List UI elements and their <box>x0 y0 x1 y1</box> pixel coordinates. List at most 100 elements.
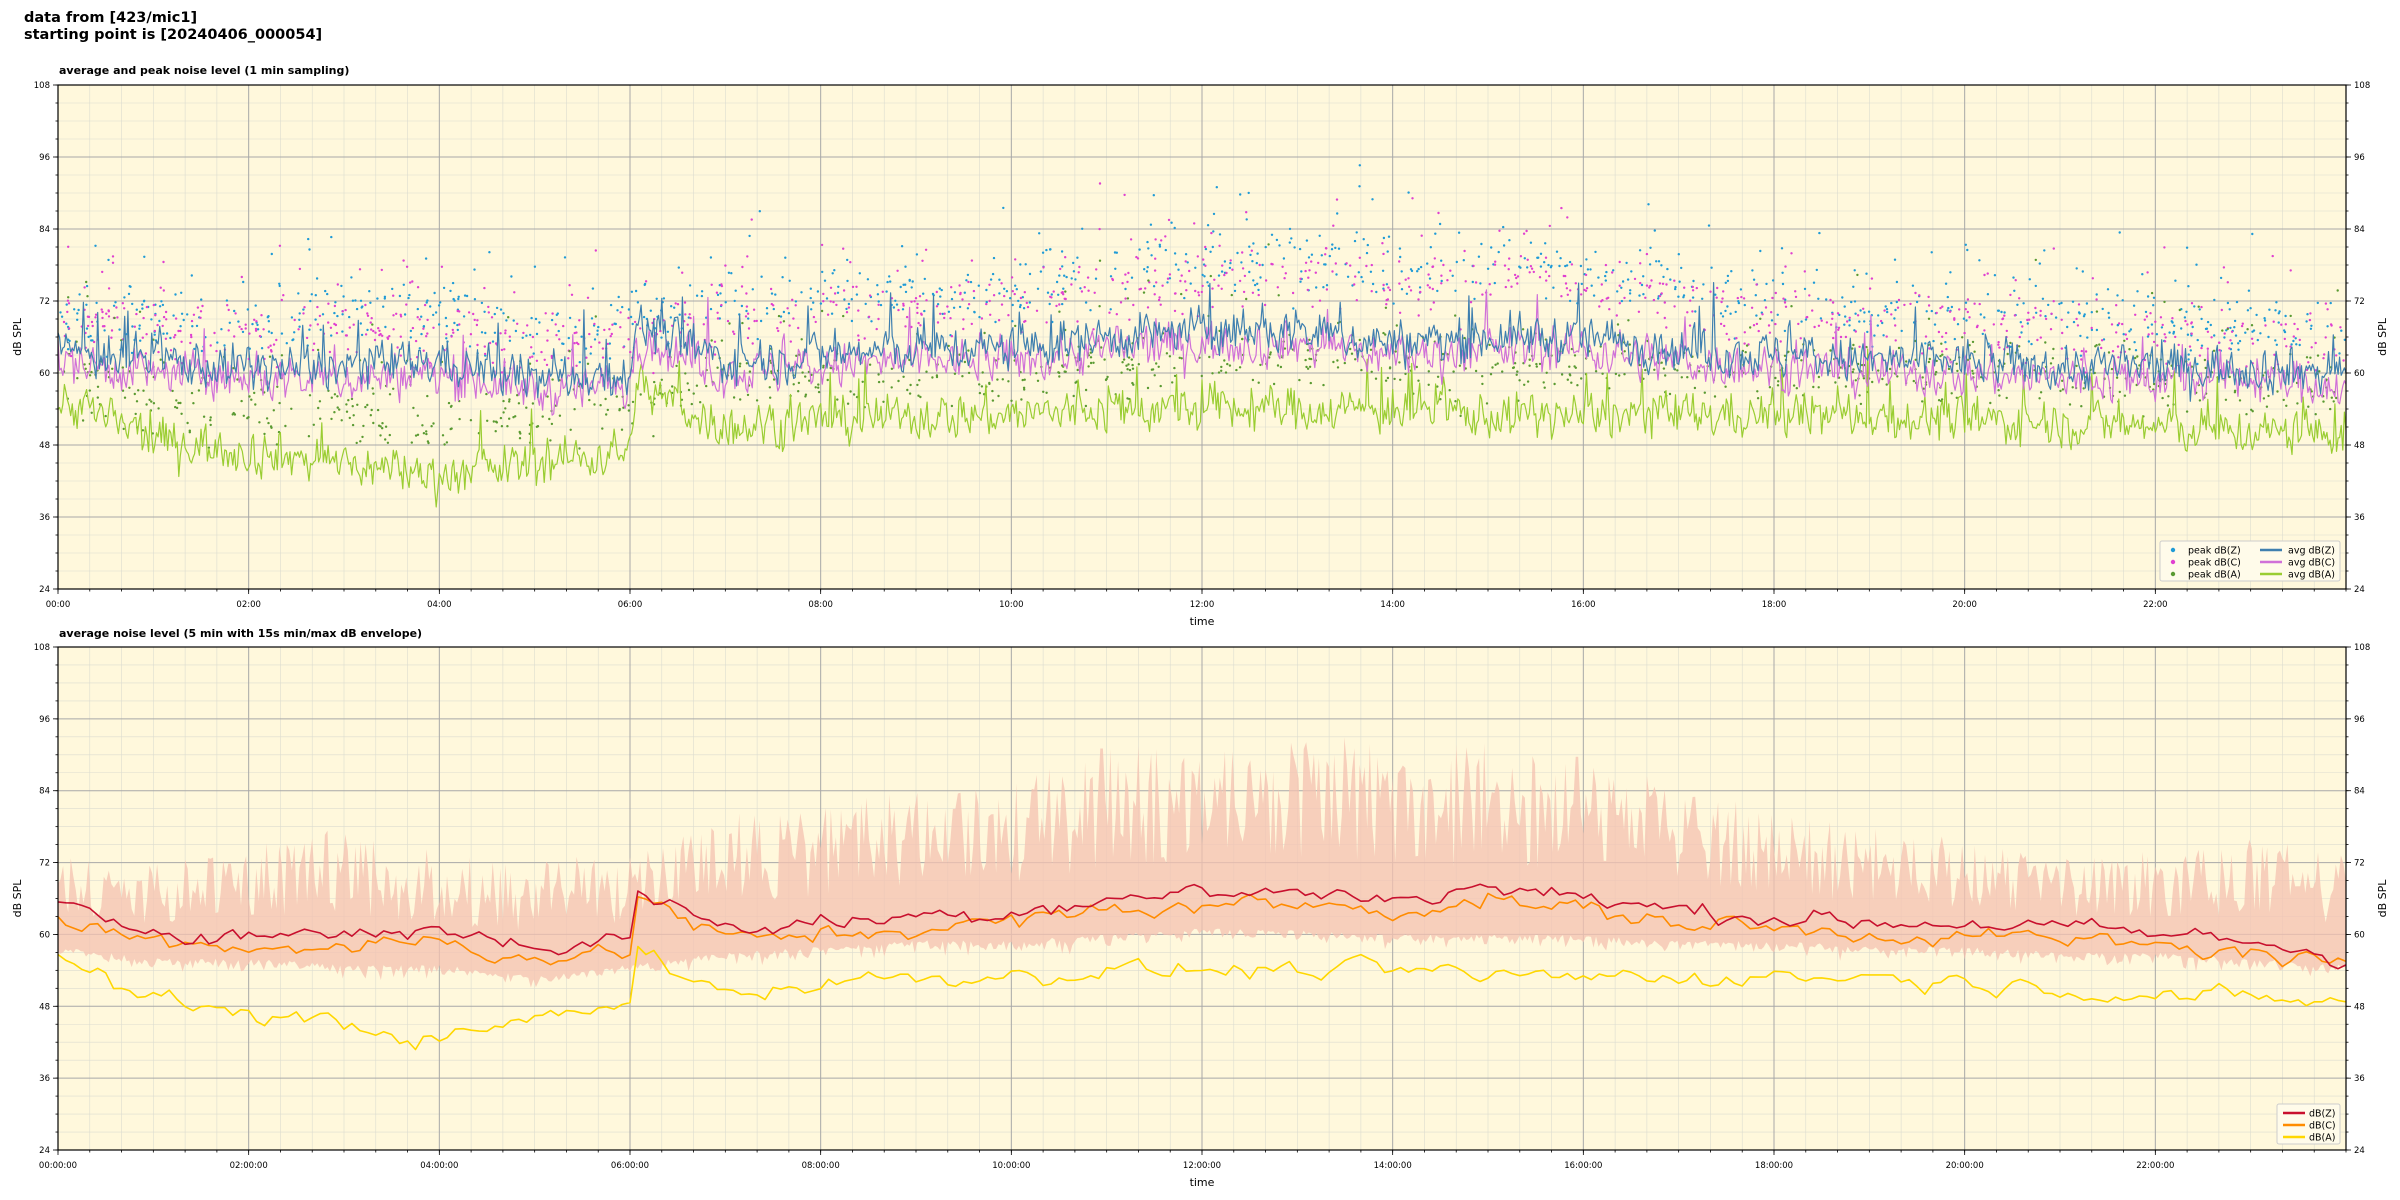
peak-point <box>2238 399 2242 402</box>
peak-point <box>165 332 169 335</box>
peak-point <box>741 265 744 269</box>
peak-point <box>521 336 524 339</box>
peak-point <box>1322 286 1325 289</box>
peak-point <box>1871 380 1874 384</box>
peak-point <box>1418 286 1422 289</box>
peak-point <box>1683 286 1686 289</box>
peak-point <box>2027 311 2030 314</box>
peak-point <box>1398 311 1402 314</box>
peak-point <box>2274 339 2277 342</box>
peak-point <box>371 387 374 390</box>
peak-point <box>1258 263 1261 267</box>
peak-point <box>483 352 487 356</box>
peak-point <box>550 422 554 426</box>
peak-point <box>483 310 486 313</box>
peak-point <box>837 285 840 288</box>
peak-point <box>348 315 351 319</box>
peak-point <box>112 304 116 307</box>
peak-point <box>936 321 940 324</box>
peak-point <box>2290 343 2293 346</box>
y-tick-label: 72 <box>39 859 50 869</box>
peak-point <box>908 358 911 362</box>
peak-point <box>1625 261 1628 265</box>
peak-point <box>1729 312 1732 315</box>
peak-point <box>2128 330 2131 333</box>
peak-point <box>2085 302 2089 305</box>
peak-point <box>1771 279 1775 282</box>
peak-point <box>991 389 994 393</box>
peak-point <box>1605 270 1608 274</box>
peak-point <box>144 352 148 355</box>
peak-point <box>360 333 364 337</box>
x-tick-label: 02:00:00 <box>230 1161 268 1171</box>
peak-point <box>1921 376 1924 379</box>
peak-point <box>549 439 552 442</box>
peak-point <box>1233 283 1237 286</box>
peak-point <box>1003 294 1006 298</box>
peak-point <box>258 421 261 424</box>
peak-point <box>585 356 588 359</box>
peak-point <box>87 335 90 339</box>
peak-point <box>381 427 384 430</box>
peak-point <box>936 303 940 306</box>
peak-point <box>686 382 689 385</box>
peak-point <box>487 311 490 314</box>
peak-point <box>1304 269 1307 273</box>
peak-point <box>107 287 111 290</box>
peak-point <box>2150 291 2154 295</box>
peak-point <box>1236 251 1239 255</box>
peak-point <box>1856 314 1860 317</box>
peak-point <box>1184 260 1187 263</box>
peak-point <box>2095 310 2099 313</box>
peak-point <box>2136 355 2139 358</box>
peak-point <box>2058 302 2061 306</box>
peak-point <box>96 385 100 388</box>
peak-point <box>551 312 554 315</box>
peak-point <box>949 317 952 320</box>
peak-point <box>1584 273 1588 277</box>
peak-point <box>543 358 546 361</box>
peak-point <box>2212 349 2216 352</box>
y-tick-label: 108 <box>34 81 50 91</box>
peak-point <box>1655 260 1658 263</box>
peak-point <box>450 335 453 338</box>
peak-point <box>1167 218 1171 222</box>
peak-point <box>1185 289 1188 292</box>
peak-point <box>748 370 752 373</box>
peak-point <box>852 393 856 396</box>
peak-point <box>327 321 330 324</box>
peak-point <box>1792 384 1796 387</box>
peak-point <box>526 324 529 327</box>
peak-point <box>1174 292 1177 295</box>
peak-point <box>1962 317 1966 320</box>
top-chart-title: average and peak noise level (1 min samp… <box>59 64 349 77</box>
peak-point <box>1686 376 1689 379</box>
peak-point <box>1472 264 1475 268</box>
peak-point <box>476 343 479 347</box>
peak-point <box>1193 222 1196 225</box>
peak-point <box>1206 224 1210 227</box>
peak-point <box>1940 342 1943 345</box>
peak-point <box>791 298 794 301</box>
peak-point <box>505 319 508 322</box>
peak-point <box>1064 256 1067 259</box>
peak-point <box>2161 323 2164 327</box>
peak-point <box>1217 274 1221 277</box>
peak-point <box>619 326 622 329</box>
peak-point <box>105 312 108 315</box>
peak-point <box>1077 271 1080 274</box>
peak-point <box>822 292 825 296</box>
peak-point <box>1427 273 1430 276</box>
peak-point <box>888 275 891 278</box>
peak-point <box>1058 371 1061 375</box>
peak-point <box>402 283 405 286</box>
peak-point <box>1177 268 1180 271</box>
peak-point <box>1657 260 1661 263</box>
peak-point <box>1660 361 1663 364</box>
peak-point <box>2152 296 2156 299</box>
peak-point <box>2124 333 2127 336</box>
peak-point <box>254 327 258 331</box>
peak-point <box>1405 292 1409 295</box>
peak-point <box>91 324 94 328</box>
